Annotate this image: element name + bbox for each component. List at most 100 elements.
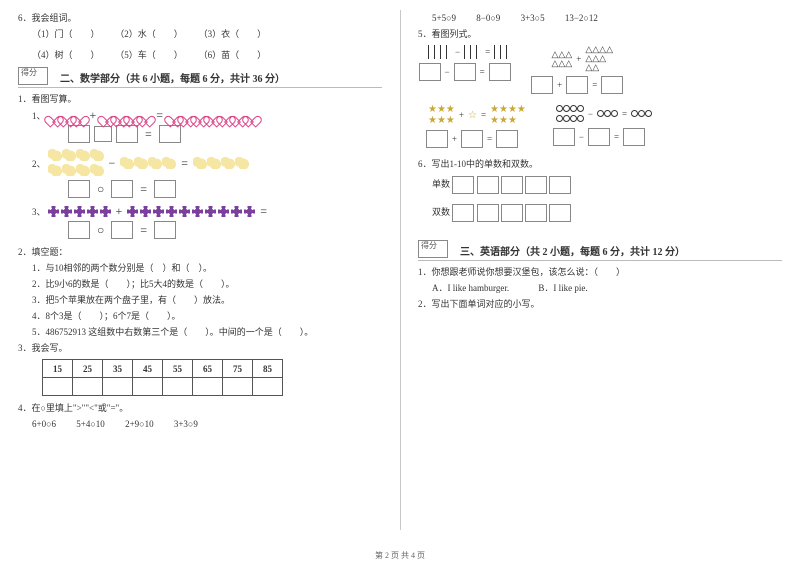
answer-box[interactable] — [477, 204, 499, 222]
pic-top: − = − = △△△△△△ + △△△△△△△△△ + — [418, 43, 782, 100]
cell: 35 — [103, 360, 133, 378]
duck-icon — [148, 157, 162, 169]
answer-box[interactable] — [452, 176, 474, 194]
section3-row: 得分 三、英语部分（共 2 小题，每题 6 分，共计 12 分） — [418, 240, 782, 261]
flowers-eq: ○ = — [68, 221, 382, 239]
answer-box[interactable] — [566, 76, 588, 94]
hearts-eq: = — [68, 125, 382, 143]
flowers-row: 3、 + = — [32, 204, 382, 219]
flower-icon — [205, 206, 216, 217]
star-icon: ★★★★★★ — [428, 104, 455, 126]
duck-icon — [221, 157, 235, 169]
answer-box[interactable] — [588, 128, 610, 146]
q3-title: 3．我会写。 — [18, 341, 382, 354]
q6-i4: （4）树（ ） — [32, 50, 95, 60]
section2-title: 二、数学部分（共 6 小题，每题 6 分，共计 36 分） — [60, 70, 285, 85]
answer-box[interactable] — [154, 180, 176, 198]
q6-i5: （5）车（ ） — [115, 50, 178, 60]
right-column: 5+5○9 8−0○9 3+3○5 13−2○12 5．看图列式。 − = − … — [400, 0, 800, 540]
tally-icon — [428, 45, 451, 59]
answer-box[interactable] — [111, 180, 133, 198]
answer-box[interactable] — [68, 125, 90, 143]
duck-icon — [62, 164, 76, 176]
q6-row2: （4）树（ ） （5）车（ ） （6）苗（ ） — [18, 48, 382, 61]
eq-op: = — [156, 108, 163, 123]
flower-icon — [192, 206, 203, 217]
answer-box[interactable] — [501, 204, 523, 222]
answer-box[interactable] — [419, 63, 441, 81]
flower-icon — [244, 206, 255, 217]
cell: 75 — [223, 360, 253, 378]
cell: 55 — [163, 360, 193, 378]
answer-box[interactable] — [496, 130, 518, 148]
heart-icon — [74, 111, 85, 121]
answer-box[interactable] — [452, 204, 474, 222]
page-footer: 第 2 页 共 4 页 — [0, 550, 800, 561]
flower-icon — [218, 206, 229, 217]
duck-icon — [235, 157, 249, 169]
triangle-icon: △△△△△△ — [551, 50, 572, 68]
cell: 65 — [193, 360, 223, 378]
answer-box[interactable] — [525, 204, 547, 222]
star-icon: ☆ — [468, 110, 477, 121]
answer-box[interactable] — [68, 221, 90, 239]
answer-box[interactable] — [111, 221, 133, 239]
answer-box[interactable] — [623, 128, 645, 146]
q6-title: 6．我会组词。 — [18, 11, 382, 24]
cell: 85 — [253, 360, 283, 378]
e2: 2．写出下面单词对应的小写。 — [418, 297, 782, 310]
ducks-label: 2、 — [32, 157, 46, 170]
q2-title: 2．填空题： — [18, 245, 382, 258]
heart-icon — [246, 111, 257, 121]
flower-icon — [74, 206, 85, 217]
circle-icon — [631, 109, 652, 119]
q2-l3: 3．把5个苹果放在两个盘子里，有（ ）放法。 — [18, 293, 382, 306]
m-q1: 1．看图写算。 — [18, 92, 382, 105]
score-box-2: 得分 — [18, 67, 48, 85]
duck-icon — [162, 157, 176, 169]
answer-box[interactable] — [553, 128, 575, 146]
duck-icon — [48, 149, 62, 161]
flowers-label: 3、 — [32, 205, 46, 218]
cell: 15 — [43, 360, 73, 378]
circle-icon — [556, 104, 584, 124]
q2-l5: 5．486752913 这组数中右数第三个是（ ）。中间的一个是（ ）。 — [18, 325, 382, 338]
duck-icon — [193, 157, 207, 169]
q6-i3: （3）衣（ ） — [199, 29, 267, 39]
answer-box[interactable] — [461, 130, 483, 148]
q2-l1: 1．与10相邻的两个数分别是（ ）和（ ）。 — [18, 261, 382, 274]
answer-box[interactable] — [531, 76, 553, 94]
duck-icon — [134, 157, 148, 169]
odd-row: 单数 — [418, 176, 782, 194]
duck-icon — [90, 164, 104, 176]
answer-box[interactable] — [116, 125, 138, 143]
answer-box[interactable] — [601, 76, 623, 94]
flower-icon — [100, 206, 111, 217]
answer-box[interactable] — [501, 176, 523, 194]
cell: 25 — [73, 360, 103, 378]
answer-cell[interactable] — [43, 378, 73, 396]
compare-row: 5+5○9 8−0○9 3+3○5 13−2○12 — [418, 11, 782, 24]
answer-box[interactable] — [549, 176, 571, 194]
answer-box[interactable] — [68, 180, 90, 198]
answer-box[interactable] — [154, 221, 176, 239]
answer-box[interactable] — [477, 176, 499, 194]
answer-box[interactable] — [489, 63, 511, 81]
answer-box[interactable] — [94, 126, 112, 142]
q6-i2: （2）水（ ） — [115, 29, 178, 39]
answer-box[interactable] — [549, 204, 571, 222]
plus-op: + — [90, 108, 97, 123]
table-row: 15 25 35 45 55 65 75 85 — [43, 360, 283, 378]
answer-box[interactable] — [426, 130, 448, 148]
ducks-eq: ○ = — [68, 180, 382, 198]
duck-icon — [62, 149, 76, 161]
answer-box[interactable] — [525, 176, 547, 194]
pic-bottom: ★★★★★★ + ☆ = ★★★★★★★ + = − = — [418, 102, 782, 154]
hearts-row: 1、 + = — [32, 108, 382, 123]
duck-icon — [76, 149, 90, 161]
section3-title: 三、英语部分（共 2 小题，每题 6 分，共计 12 分） — [460, 243, 685, 258]
duck-icon — [48, 164, 62, 176]
answer-box[interactable] — [454, 63, 476, 81]
e1-opts: A．I like hamburger. B．I like pie. — [418, 281, 782, 294]
flower-icon — [166, 206, 177, 217]
